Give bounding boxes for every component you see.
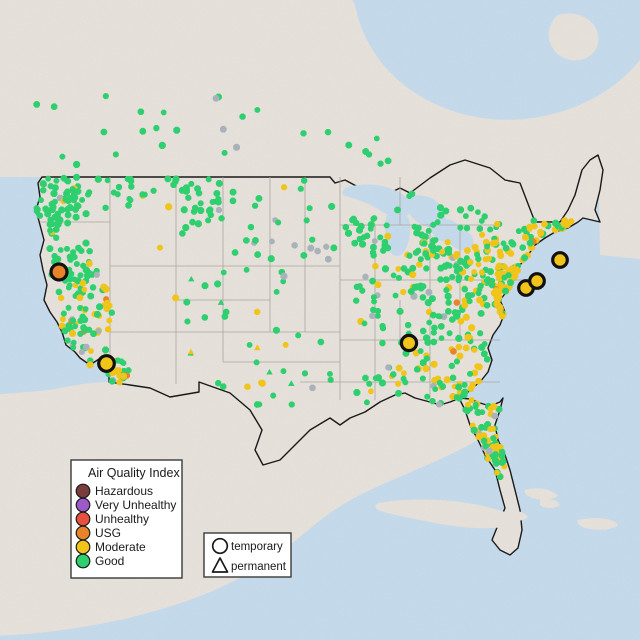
svg-text:permanent: permanent xyxy=(231,561,287,573)
svg-text:Very Unhealthy: Very Unhealthy xyxy=(95,498,176,512)
svg-text:Moderate: Moderate xyxy=(95,540,146,554)
svg-text:temporary: temporary xyxy=(231,541,283,553)
svg-text:Unhealthy: Unhealthy xyxy=(95,512,149,526)
svg-text:USG: USG xyxy=(95,526,121,540)
svg-text:Hazardous: Hazardous xyxy=(95,484,153,498)
svg-text:Air Quality Index: Air Quality Index xyxy=(88,466,180,480)
svg-text:Good: Good xyxy=(95,554,124,568)
